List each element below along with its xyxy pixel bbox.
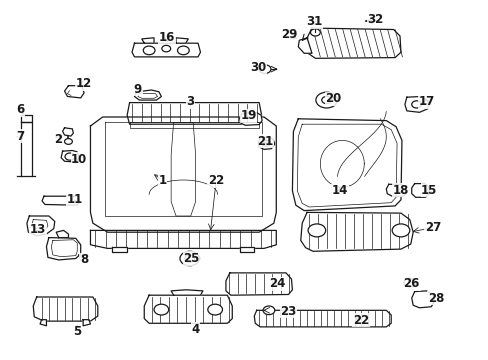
Circle shape [315,92,337,108]
Polygon shape [64,86,84,98]
Circle shape [391,224,409,237]
Polygon shape [386,184,406,196]
Polygon shape [171,290,203,295]
Polygon shape [411,291,433,308]
Text: 18: 18 [392,184,408,197]
Polygon shape [132,43,200,57]
Polygon shape [42,196,80,205]
Polygon shape [225,273,292,295]
Text: 6: 6 [17,103,24,116]
Text: 27: 27 [424,221,440,234]
Circle shape [162,45,170,52]
Circle shape [184,255,194,262]
Polygon shape [20,122,32,176]
Text: 1: 1 [158,174,166,186]
Polygon shape [171,122,195,216]
Text: 30: 30 [249,61,266,74]
Polygon shape [176,38,188,43]
Text: 32: 32 [366,13,383,26]
Circle shape [262,140,270,146]
Text: 17: 17 [417,95,434,108]
Polygon shape [112,247,127,252]
Polygon shape [83,320,90,326]
Polygon shape [292,119,401,211]
Text: 22: 22 [352,314,368,327]
Text: 25: 25 [183,252,200,265]
Circle shape [207,304,222,315]
Text: 24: 24 [269,277,285,290]
Circle shape [177,46,189,55]
Polygon shape [127,103,261,124]
Circle shape [259,65,270,73]
Circle shape [321,96,331,104]
Text: 12: 12 [76,77,92,90]
Polygon shape [239,113,262,125]
Text: 28: 28 [427,292,444,305]
Text: 26: 26 [403,277,419,290]
Polygon shape [404,96,427,112]
Polygon shape [27,216,55,236]
Circle shape [411,101,421,108]
Text: 19: 19 [240,109,256,122]
Polygon shape [90,117,276,232]
Polygon shape [142,38,154,43]
Circle shape [65,153,75,160]
Polygon shape [33,297,98,321]
Circle shape [154,304,168,315]
Polygon shape [90,230,276,248]
Circle shape [180,251,199,266]
Text: 9: 9 [134,83,142,96]
Text: 20: 20 [325,93,341,105]
Text: 22: 22 [207,174,224,187]
Text: 31: 31 [305,15,322,28]
Polygon shape [40,320,46,326]
Polygon shape [61,150,79,162]
Polygon shape [239,247,254,252]
Polygon shape [298,38,311,53]
Text: 4: 4 [191,323,199,336]
Circle shape [307,224,325,237]
Text: 13: 13 [30,223,46,236]
Polygon shape [300,212,412,251]
Text: 29: 29 [281,28,297,41]
Text: 11: 11 [66,193,82,206]
Text: 7: 7 [17,130,24,143]
Circle shape [143,46,155,55]
Polygon shape [258,137,274,149]
Polygon shape [306,28,400,58]
Text: 10: 10 [71,153,87,166]
Text: 23: 23 [280,305,296,318]
Text: 8: 8 [80,253,88,266]
Text: 3: 3 [186,95,194,108]
Polygon shape [411,184,428,197]
Polygon shape [254,310,390,327]
Text: 2: 2 [54,133,61,146]
Text: 15: 15 [420,184,437,197]
Polygon shape [62,128,73,136]
Circle shape [263,306,274,315]
Polygon shape [20,115,32,122]
Polygon shape [56,230,68,238]
Polygon shape [134,90,161,100]
Text: 16: 16 [159,31,175,44]
Text: 14: 14 [331,184,347,197]
Polygon shape [144,295,232,323]
Text: 5: 5 [73,325,81,338]
Circle shape [403,278,415,287]
Polygon shape [46,238,81,260]
Circle shape [64,139,72,144]
Circle shape [310,29,320,36]
Text: 21: 21 [256,135,273,148]
